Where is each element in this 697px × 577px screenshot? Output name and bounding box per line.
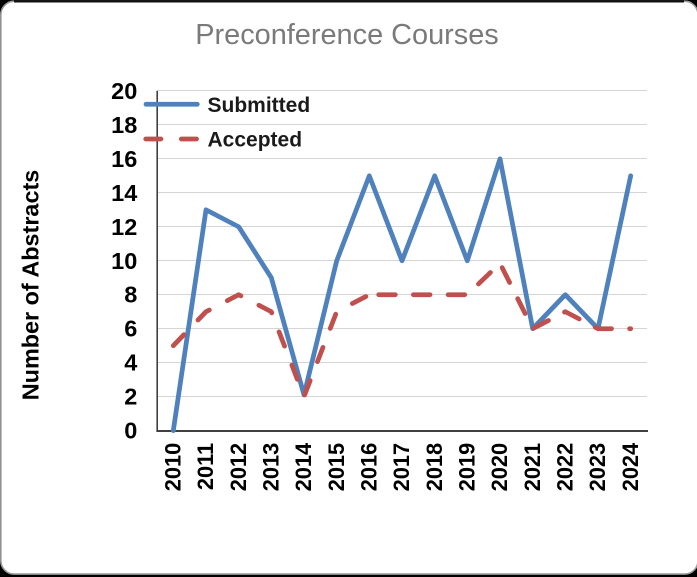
svg-text:16: 16 <box>111 146 137 172</box>
svg-text:14: 14 <box>111 180 137 206</box>
svg-text:2018: 2018 <box>422 443 447 492</box>
svg-text:2010: 2010 <box>161 443 186 492</box>
svg-text:2020: 2020 <box>487 443 512 492</box>
svg-text:2017: 2017 <box>389 443 414 492</box>
svg-text:2: 2 <box>124 384 137 410</box>
svg-text:Accepted: Accepted <box>208 129 303 152</box>
svg-text:0: 0 <box>124 418 137 444</box>
svg-text:2019: 2019 <box>455 443 480 492</box>
svg-text:Number of Abstracts: Number of Abstracts <box>18 170 44 400</box>
svg-text:2011: 2011 <box>193 443 218 490</box>
svg-text:2021: 2021 <box>520 443 545 492</box>
svg-text:Preconference Courses: Preconference Courses <box>195 19 499 51</box>
svg-text:2016: 2016 <box>357 443 382 492</box>
svg-text:4: 4 <box>124 350 137 376</box>
svg-text:20: 20 <box>111 78 137 104</box>
svg-text:8: 8 <box>124 282 137 308</box>
svg-text:10: 10 <box>111 248 137 274</box>
svg-text:2013: 2013 <box>259 443 284 492</box>
svg-text:2012: 2012 <box>226 443 251 492</box>
svg-text:2014: 2014 <box>291 443 316 492</box>
svg-text:2023: 2023 <box>585 443 610 492</box>
svg-text:Submitted: Submitted <box>208 94 311 117</box>
svg-text:6: 6 <box>124 316 137 342</box>
svg-text:2015: 2015 <box>324 443 349 492</box>
svg-text:2022: 2022 <box>553 443 578 492</box>
svg-text:18: 18 <box>111 112 137 138</box>
svg-text:12: 12 <box>111 214 137 240</box>
svg-text:2024: 2024 <box>618 443 643 492</box>
